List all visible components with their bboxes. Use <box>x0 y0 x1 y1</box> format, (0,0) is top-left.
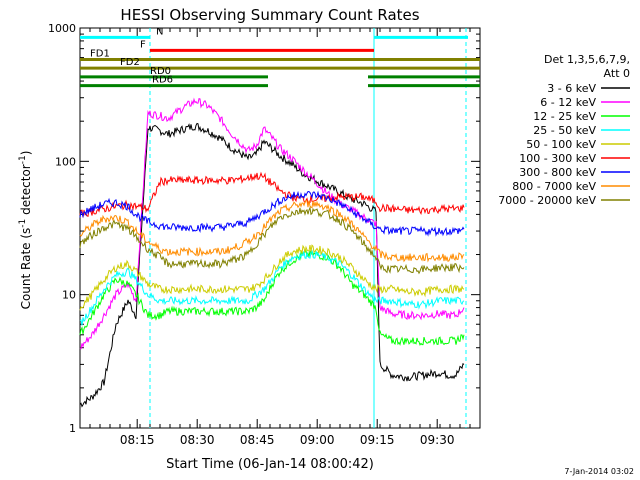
x-tick-label: 08:15 <box>120 433 155 447</box>
series-line-9 <box>79 206 465 275</box>
series-line-2 <box>79 97 465 350</box>
series-line-6 <box>79 171 465 218</box>
y-axis-label: Count Rate (s-1 detector-1) <box>18 151 33 310</box>
y-tick-label: 1 <box>69 422 76 435</box>
series-line-4 <box>79 249 465 326</box>
legend-label-1: 3 - 6 keV <box>547 82 596 95</box>
timestamp: 7-Jan-2014 03:02 <box>564 467 634 476</box>
x-tick-label: 09:15 <box>360 433 395 447</box>
y-axis-label-main: Count Rate (s <box>19 228 33 310</box>
legend-label-4: 25 - 50 keV <box>533 124 596 137</box>
legend-header-line1: Det 1,3,5,6,7,9, <box>544 53 630 66</box>
series-line-8 <box>79 199 465 263</box>
state-label-rd6: RD6 <box>152 75 173 86</box>
plot-area: 1 10 100 1000 08:15 08:30 08:45 09:00 09:15 09:30… <box>48 22 481 447</box>
y-tick-label: 1000 <box>48 22 76 35</box>
y-tick-label: 100 <box>55 155 76 168</box>
series-line-3 <box>79 249 465 346</box>
state-label-f: F <box>140 39 146 50</box>
state-label-n: N <box>156 26 163 37</box>
legend-label-2: 6 - 12 keV <box>540 96 596 109</box>
legend-label-3: 12 - 25 keV <box>533 110 596 123</box>
y-axis-label-end: ) <box>19 151 33 156</box>
legend-label-9: 7000 - 20000 keV <box>498 194 596 207</box>
y-tick-label: 10 <box>62 289 76 302</box>
legend-label-7: 300 - 800 keV <box>519 166 596 179</box>
series-line-5 <box>79 244 465 311</box>
y-axis-label-mid: detector <box>19 164 33 219</box>
legend-label-6: 100 - 300 keV <box>519 152 596 165</box>
series-line-7 <box>79 190 465 237</box>
state-label-fd2: FD2 <box>120 57 140 68</box>
plot-frame <box>79 27 481 429</box>
x-tick-label: 08:30 <box>180 433 215 447</box>
x-tick-label: 08:45 <box>240 433 275 447</box>
legend-header-line2: Att 0 <box>604 67 630 80</box>
y-axis-label-sup2: -1 <box>18 155 28 164</box>
y-axis-label-sup1: -1 <box>18 219 28 228</box>
state-label-fd1: FD1 <box>90 49 110 60</box>
state-label-rd0: RD0 <box>150 66 171 77</box>
x-axis-label: Start Time (06-Jan-14 08:00:42) <box>166 457 374 472</box>
x-tick-label: 09:30 <box>420 433 455 447</box>
x-tick-label: 09:00 <box>300 433 335 447</box>
chart-title: HESSI Observing Summary Count Rates <box>120 6 419 24</box>
legend-label-5: 50 - 100 keV <box>526 138 596 151</box>
legend-label-8: 800 - 7000 keV <box>512 180 596 193</box>
series-line-1 <box>79 122 465 408</box>
